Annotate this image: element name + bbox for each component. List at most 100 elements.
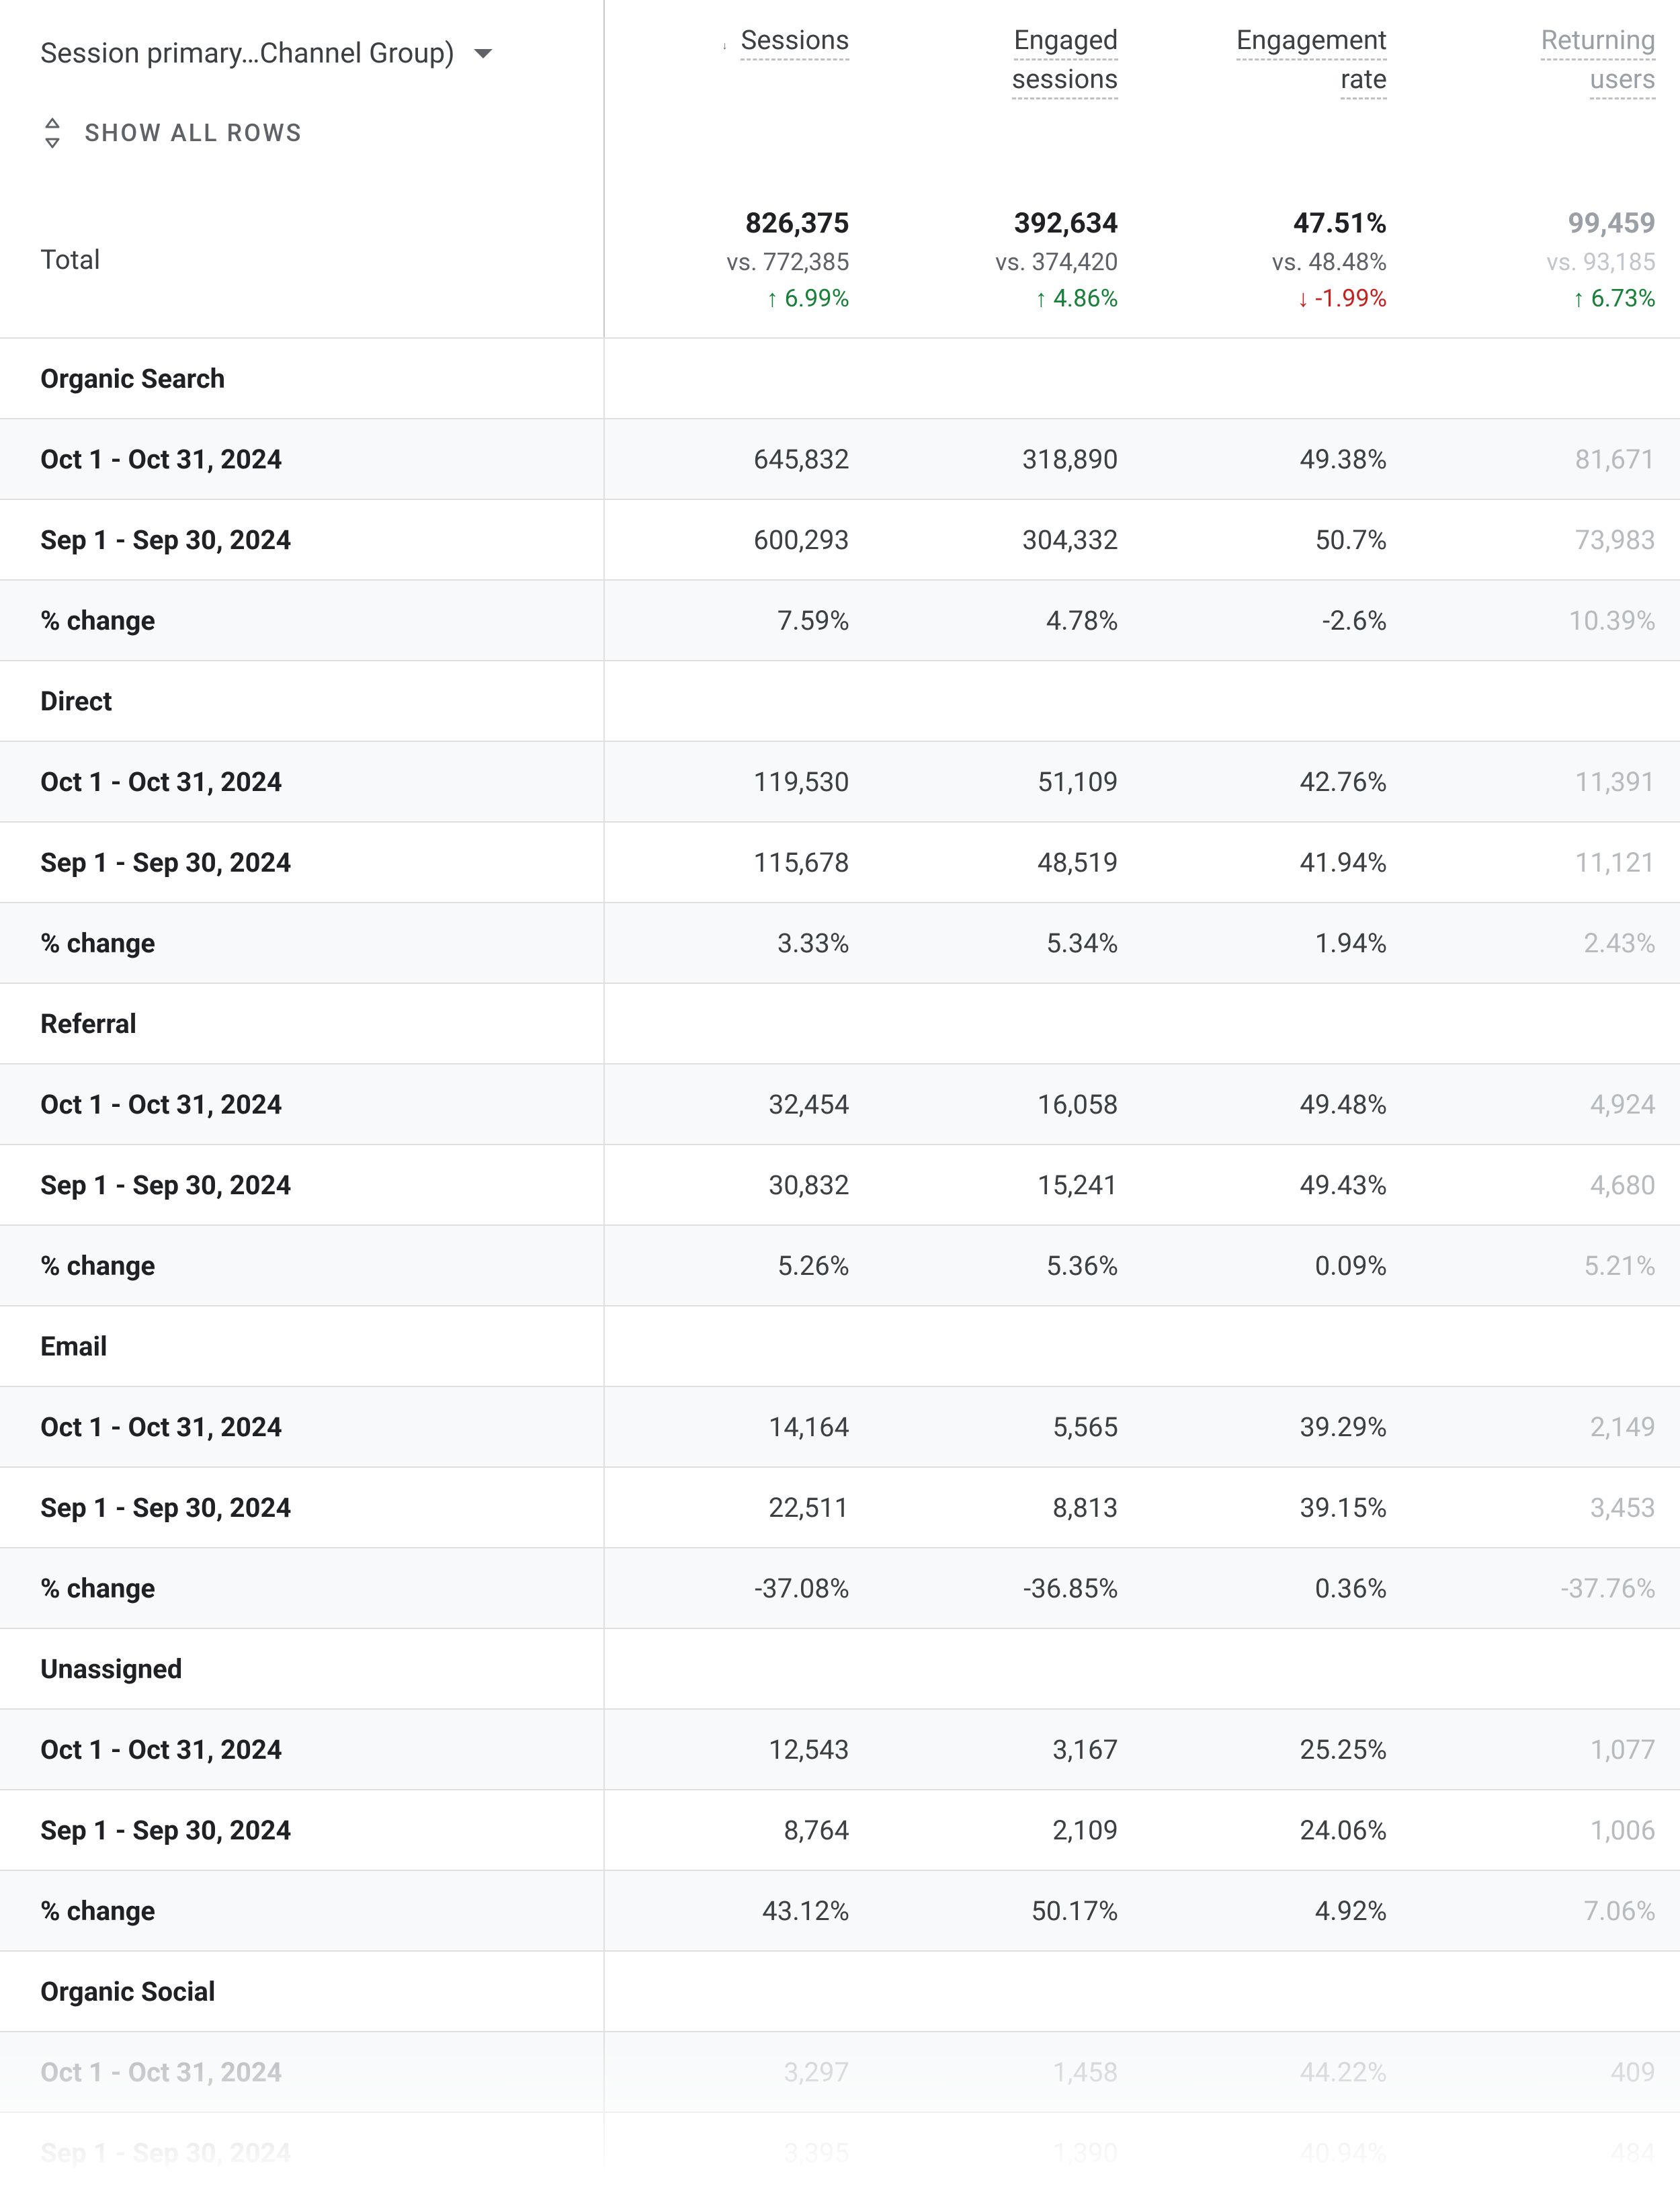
metric-cell: 5.36%: [874, 1225, 1142, 1306]
metric-cell: 40.94%: [1142, 2112, 1411, 2192]
metric-cell: 2.43%: [1411, 903, 1680, 983]
row-metrics: 115,67848,51941.94%11,121: [605, 822, 1680, 903]
empty-cell: [1411, 1628, 1680, 1709]
metric-cell: 1,390: [874, 2112, 1142, 2192]
row-metrics: 600,293304,33250.7%73,983: [605, 499, 1680, 580]
total-vs: vs. 772,385: [605, 248, 849, 276]
col-header-sessions[interactable]: ↓ Sessions: [605, 0, 874, 99]
group-name: Email: [0, 1306, 605, 1386]
group-header-row: Unassigned: [0, 1628, 1680, 1708]
table-row: Sep 1 - Sep 30, 202422,5118,81339.15%3,4…: [0, 1466, 1680, 1547]
group-header-metrics: [605, 983, 1680, 1064]
metric-cell: 0.09%: [1142, 1225, 1411, 1306]
metric-cell: 119,530: [605, 741, 874, 822]
row-metrics: 14,1645,56539.29%2,149: [605, 1386, 1680, 1467]
metric-cell: 600,293: [605, 499, 874, 580]
metric-cell: 44.22%: [1142, 2032, 1411, 2112]
row-metrics: 32,45416,05849.48%4,924: [605, 1064, 1680, 1145]
empty-cell: [1411, 661, 1680, 741]
empty-cell: [1142, 338, 1411, 419]
table-row: Oct 1 - Oct 31, 2024119,53051,10942.76%1…: [0, 741, 1680, 821]
row-metrics: 119,53051,10942.76%11,391: [605, 741, 1680, 822]
metric-cell: 39.15%: [1142, 1467, 1411, 1548]
metric-cell: 5,565: [874, 1386, 1142, 1467]
metric-cell: 11,121: [1411, 822, 1680, 903]
empty-cell: [1142, 1306, 1411, 1386]
row-period-label: Sep 1 - Sep 30, 2024: [0, 499, 605, 580]
metric-cell: 1,077: [1411, 1709, 1680, 1790]
table-row: % change43.12%50.17%4.92%7.06%: [0, 1870, 1680, 1950]
group-name: Referral: [0, 983, 605, 1064]
table-row: Sep 1 - Sep 30, 2024115,67848,51941.94%1…: [0, 821, 1680, 902]
chevron-down-icon: [474, 49, 493, 58]
sort-desc-icon: ↓: [722, 39, 728, 52]
metric-cell: 11,391: [1411, 741, 1680, 822]
col-header-engaged-sessions[interactable]: Engaged sessions: [874, 0, 1142, 99]
metric-cell: 30,832: [605, 1145, 874, 1225]
empty-cell: [605, 338, 874, 419]
total-vs: vs. 93,185: [1411, 248, 1656, 276]
col-label: Engaged: [1014, 24, 1118, 60]
dimension-label: Session primary…Channel Group): [40, 37, 455, 70]
col-header-returning-users[interactable]: Returning users: [1411, 0, 1680, 99]
row-period-label: Sep 1 - Sep 30, 2024: [0, 822, 605, 903]
metric-cell: 5.34%: [874, 903, 1142, 983]
empty-cell: [874, 1628, 1142, 1709]
metric-cell: 318,890: [874, 419, 1142, 499]
col-label: rate: [1341, 63, 1387, 99]
row-period-label: % change: [0, 1225, 605, 1306]
metric-cell: 3,395: [605, 2112, 874, 2192]
empty-cell: [1411, 983, 1680, 1064]
total-sessions: 826,375 vs. 772,385 6.99%: [605, 181, 874, 337]
total-engagement-rate: 47.51% vs. 48.48% -1.99%: [1142, 181, 1411, 337]
metric-cell: 25.25%: [1142, 1709, 1411, 1790]
empty-cell: [1142, 983, 1411, 1064]
metric-cell: 81,671: [1411, 419, 1680, 499]
empty-cell: [605, 1951, 874, 2032]
show-all-rows-button[interactable]: SHOW ALL ROWS: [40, 117, 563, 149]
col-label: Engagement: [1236, 24, 1387, 60]
row-metrics: 30,83215,24149.43%4,680: [605, 1145, 1680, 1225]
metric-cell: 3.33%: [605, 903, 874, 983]
total-value: 826,375: [605, 207, 849, 240]
empty-cell: [1411, 338, 1680, 419]
empty-cell: [874, 338, 1142, 419]
row-period-label: Oct 1 - Oct 31, 2024: [0, 2032, 605, 2112]
row-period-label: Oct 1 - Oct 31, 2024: [0, 741, 605, 822]
metric-cell: 32,454: [605, 1064, 874, 1145]
table-row: % change5.26%5.36%0.09%5.21%: [0, 1224, 1680, 1305]
row-period-label: Sep 1 - Sep 30, 2024: [0, 1790, 605, 1870]
metric-cell: 115,678: [605, 822, 874, 903]
col-label: Returning: [1541, 24, 1656, 60]
data-rows-container: Organic SearchOct 1 - Oct 31, 2024645,83…: [0, 337, 1680, 2192]
metric-cell: 49.43%: [1142, 1145, 1411, 1225]
metric-cell: 43.12%: [605, 1870, 874, 1951]
total-value: 392,634: [874, 207, 1118, 240]
analytics-comparison-table: Session primary…Channel Group) SHOW ALL …: [0, 0, 1680, 2192]
total-metrics: 826,375 vs. 772,385 6.99% 392,634 vs. 37…: [605, 181, 1680, 337]
row-period-label: Oct 1 - Oct 31, 2024: [0, 1064, 605, 1145]
table-row: % change3.33%5.34%1.94%2.43%: [0, 902, 1680, 983]
metric-cell: 7.06%: [1411, 1870, 1680, 1951]
dimension-header-cell: Session primary…Channel Group) SHOW ALL …: [0, 0, 605, 181]
table-row: Sep 1 - Sep 30, 20248,7642,10924.06%1,00…: [0, 1789, 1680, 1870]
group-header-metrics: [605, 1306, 1680, 1386]
metric-headers: ↓ Sessions Engaged sessions Engagement r…: [605, 0, 1680, 99]
col-header-engagement-rate[interactable]: Engagement rate: [1142, 0, 1411, 99]
metric-cell: 5.21%: [1411, 1225, 1680, 1306]
group-name: Organic Social: [0, 1951, 605, 2032]
row-metrics: -37.08%-36.85%0.36%-37.76%: [605, 1548, 1680, 1628]
metric-cell: 5.26%: [605, 1225, 874, 1306]
total-engaged-sessions: 392,634 vs. 374,420 4.86%: [874, 181, 1142, 337]
dimension-picker[interactable]: Session primary…Channel Group): [40, 37, 563, 70]
metric-cell: 16,058: [874, 1064, 1142, 1145]
metric-cell: 4.78%: [874, 580, 1142, 661]
empty-cell: [605, 661, 874, 741]
metric-cell: 3,453: [1411, 1467, 1680, 1548]
total-vs: vs. 374,420: [874, 248, 1118, 276]
total-returning-users: 99,459 vs. 93,185 6.73%: [1411, 181, 1680, 337]
empty-cell: [1411, 1306, 1680, 1386]
metric-cell: 7.59%: [605, 580, 874, 661]
total-label: Total: [0, 181, 605, 337]
group-header-row: Organic Search: [0, 337, 1680, 418]
